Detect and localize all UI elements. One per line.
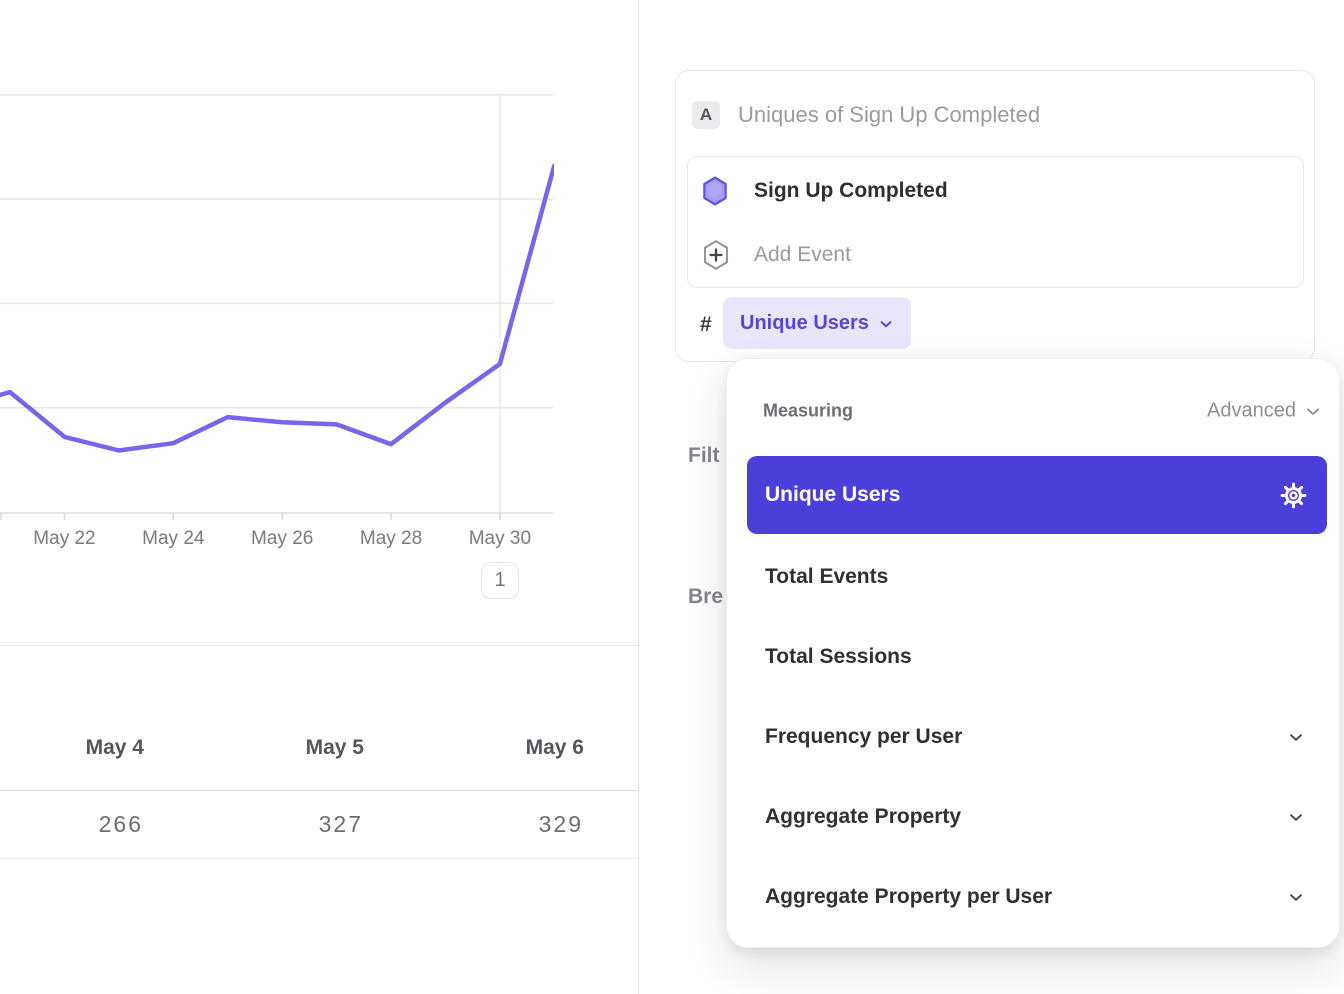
chart-line	[0, 163, 554, 453]
metric-hash-symbol: #	[700, 313, 712, 336]
table-header-divider	[0, 790, 638, 791]
measuring-header-row: Measuring Advanced	[727, 389, 1339, 433]
table-row-divider	[0, 858, 638, 859]
menu-item-frequency-per-user[interactable]: Frequency per User	[747, 708, 1327, 766]
chevron-down-icon	[1303, 401, 1323, 421]
menu-item-aggregate-property[interactable]: Aggregate Property	[747, 788, 1327, 846]
x-axis-label: May 26	[251, 528, 313, 549]
add-event-label: Add Event	[754, 243, 851, 266]
add-event-hexagon-plus-icon	[701, 239, 731, 271]
chevron-down-icon	[877, 313, 895, 333]
chart-page-badge[interactable]: 1	[481, 562, 519, 599]
measuring-label: Measuring	[763, 400, 854, 421]
x-axis-label: May 28	[360, 528, 422, 549]
table-value-may6: 329	[538, 811, 583, 837]
menu-item-total-sessions[interactable]: Total Sessions	[747, 628, 1327, 686]
menu-item-label: Frequency per User	[765, 725, 963, 748]
metric-selector-chip[interactable]: Unique Users	[723, 297, 911, 349]
add-event-row[interactable]: Add Event	[688, 223, 1303, 287]
chevron-down-icon	[1285, 886, 1307, 908]
table-top-divider	[0, 645, 638, 646]
menu-item-label: Aggregate Property per User	[765, 885, 1053, 908]
table-value-may5: 327	[318, 811, 363, 837]
query-title: Uniques of Sign Up Completed	[738, 102, 1041, 127]
menu-item-label: Total Events	[765, 565, 889, 588]
table-header-may4[interactable]: May 4	[85, 736, 144, 759]
x-axis-label: May 30	[469, 528, 531, 549]
breakdowns-section-label: Bre	[688, 585, 724, 608]
event-row-signup[interactable]: Sign Up Completed	[688, 159, 1303, 223]
menu-item-label: Aggregate Property	[765, 805, 962, 828]
chevron-down-icon	[1285, 806, 1307, 828]
event-hexagon-icon	[701, 175, 731, 207]
line-chart: May 22 May 24 May 26 May 28 May 30	[0, 94, 554, 549]
advanced-mode-label: Advanced	[1207, 399, 1296, 422]
table-value-may4: 266	[98, 811, 143, 837]
menu-item-aggregate-property-per-user[interactable]: Aggregate Property per User	[747, 868, 1327, 926]
chart-pane: May 22 May 24 May 26 May 28 May 30 1 May 4 M…	[0, 0, 639, 994]
gear-icon[interactable]	[1280, 482, 1307, 509]
pane-divider	[638, 0, 639, 994]
menu-item-label: Unique Users	[765, 483, 901, 506]
event-card: Sign Up Completed Add Event	[687, 156, 1304, 288]
event-name-label: Sign Up Completed	[754, 179, 948, 202]
x-axis-label: May 24	[142, 528, 205, 549]
menu-item-unique-users[interactable]: Unique Users	[747, 456, 1327, 534]
metric-chip-label: Unique Users	[740, 311, 869, 334]
menu-item-total-events[interactable]: Total Events	[747, 548, 1327, 606]
menu-item-label: Total Sessions	[765, 645, 912, 668]
series-a-badge: A	[692, 101, 720, 129]
table-header-may5[interactable]: May 5	[305, 736, 364, 759]
x-axis-label: May 22	[33, 528, 95, 549]
chevron-down-icon	[1285, 726, 1307, 748]
measuring-dropdown: Measuring Advanced Unique Users Total Ev…	[726, 358, 1340, 948]
filters-section-label: Filt	[688, 444, 720, 467]
table-header-may6[interactable]: May 6	[525, 736, 584, 759]
advanced-mode-toggle[interactable]: Advanced	[1207, 400, 1323, 423]
